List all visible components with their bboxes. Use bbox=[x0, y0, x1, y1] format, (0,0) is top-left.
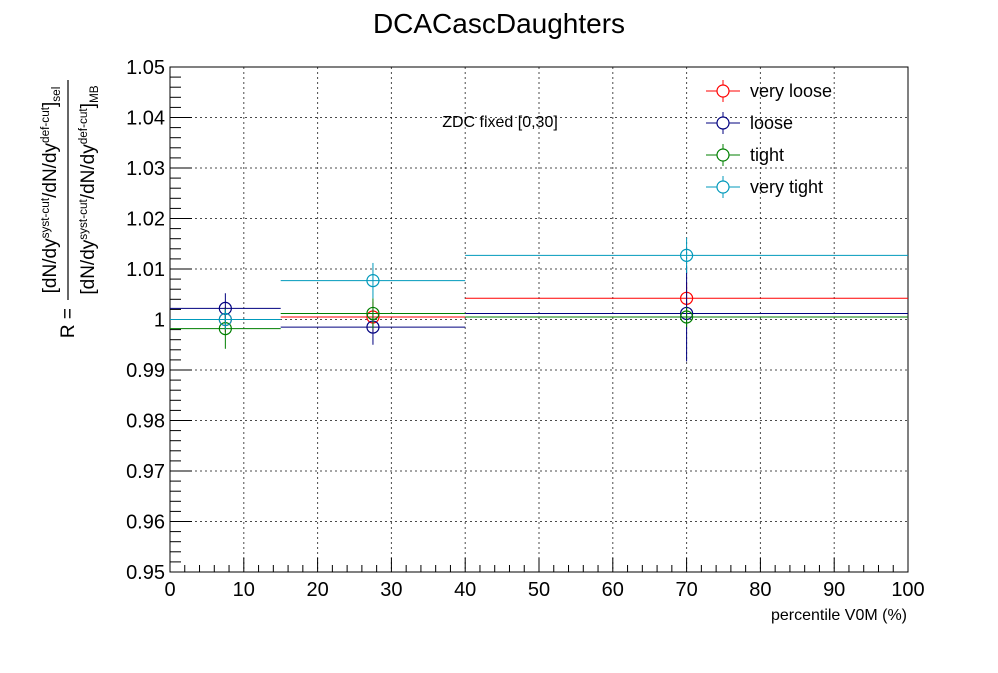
data-point bbox=[218, 312, 232, 327]
legend: very loose loose tight very tight bbox=[706, 80, 832, 198]
axes: 0 10 20 30 40 50 60 70 80 90 100 0.95 0.96 0.97 0.98 0.… bbox=[126, 57, 925, 601]
data-series bbox=[170, 237, 908, 362]
x-tick-label: 30 bbox=[380, 579, 402, 601]
x-tick-label: 100 bbox=[891, 579, 924, 601]
x-tick-label: 90 bbox=[823, 579, 845, 601]
y-axis-label: [dN/dysyst-cut/dN/dydef-cut]sel [dN/dysys… bbox=[39, 80, 101, 338]
legend-marker bbox=[716, 116, 730, 130]
grid bbox=[170, 67, 908, 572]
x-axis-label: percentile V0M (%) bbox=[771, 607, 907, 624]
y-tick-label: 1.05 bbox=[126, 57, 165, 79]
data-point bbox=[366, 306, 380, 321]
legend-label: very loose bbox=[750, 81, 832, 101]
series-very-tight bbox=[170, 237, 908, 330]
y-tick-label: 0.96 bbox=[126, 512, 165, 534]
x-tick-label: 70 bbox=[675, 579, 697, 601]
legend-label: loose bbox=[750, 113, 793, 133]
data-point bbox=[679, 248, 694, 262]
y-tick-label: 1.02 bbox=[126, 209, 165, 231]
legend-marker bbox=[716, 148, 730, 162]
x-tick-label: 40 bbox=[454, 579, 476, 601]
legend-label: very tight bbox=[750, 177, 823, 197]
annotation-text: ZDC fixed [0,30] bbox=[442, 114, 558, 131]
legend-marker bbox=[716, 84, 730, 98]
y-tick-label: 0.98 bbox=[126, 411, 165, 433]
y-tick-label: 0.97 bbox=[126, 461, 165, 483]
x-tick-label: 80 bbox=[749, 579, 771, 601]
y-axis-label-group: [dN/dysyst-cut/dN/dydef-cut]sel [dN/dysys… bbox=[39, 80, 101, 338]
data-point bbox=[679, 310, 694, 324]
x-tick-label: 50 bbox=[528, 579, 550, 601]
y-tick-label: 1.04 bbox=[126, 108, 165, 130]
x-tick-label: 0 bbox=[164, 579, 175, 601]
legend-marker bbox=[716, 180, 730, 194]
x-tick-label: 60 bbox=[602, 579, 624, 601]
legend-label: tight bbox=[750, 145, 784, 165]
chart-title: DCACascDaughters bbox=[373, 8, 625, 39]
y-axis-label-prefix: R = bbox=[58, 308, 79, 338]
y-axis-label-text: [dN/dysyst-cut/dN/dydef-cut]MB bbox=[77, 85, 100, 294]
y-tick-label: 0.95 bbox=[126, 562, 165, 584]
data-point bbox=[366, 274, 380, 288]
x-tick-label: 20 bbox=[306, 579, 328, 601]
y-tick-label: 1.01 bbox=[126, 259, 165, 281]
y-tick-label: 1 bbox=[154, 310, 165, 332]
y-axis-label-text: [dN/dysyst-cut/dN/dydef-cut]sel bbox=[39, 87, 62, 294]
y-tick-label: 1.03 bbox=[126, 158, 165, 180]
y-tick-label: 0.99 bbox=[126, 360, 165, 382]
x-tick-label: 10 bbox=[233, 579, 255, 601]
